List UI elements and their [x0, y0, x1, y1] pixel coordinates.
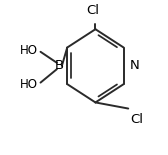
Text: B: B: [55, 59, 64, 72]
Text: Cl: Cl: [130, 113, 143, 126]
Text: HO: HO: [20, 44, 38, 57]
Text: Cl: Cl: [86, 4, 99, 17]
Text: HO: HO: [20, 78, 38, 91]
Text: N: N: [130, 59, 139, 72]
